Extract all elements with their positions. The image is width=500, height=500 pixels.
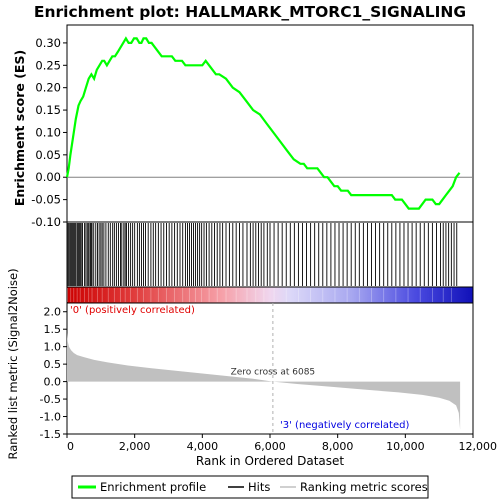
legend: Enrichment profile Hits Ranking metric s… [71,475,429,499]
es-y-tick-label: 0.05 [35,148,61,162]
positive-correlation-label: '0' (positively correlated) [70,305,195,316]
x-tick-label: 0 [67,440,74,453]
metric-y-tick-label: -1.5 [40,428,61,441]
x-tick-label: 4,000 [187,440,219,453]
hit-markers [66,223,458,286]
metric-y-tick-label: 2.0 [44,306,62,319]
rank-color-bar [66,286,474,304]
x-axis: 0 2,000 4,000 6,000 8,000 10,000 12,000 [66,434,498,453]
legend-label-metric: Ranking metric scores [300,480,428,494]
rank-gradient-stripes [67,288,452,302]
x-tick-label: 6,000 [254,440,286,453]
legend-box [71,475,429,499]
metric-y-tick-label: 1.0 [44,341,62,354]
x-tick-label: 10,000 [386,440,425,453]
es-y-axis-label: Enrichment score (ES) [12,50,27,206]
hits-panel [66,221,474,288]
es-y-tick-label: 0.20 [35,81,61,95]
es-y-tick-label: 0.10 [35,125,61,139]
metric-y-axis: 2.0 1.5 1.0 0.5 0.0 -0.5 -1.0 -1.5 [40,306,67,441]
es-y-tick-label: 0.30 [35,36,61,50]
legend-label-hits: Hits [248,480,270,494]
es-y-tick-label: 0.25 [35,58,61,72]
x-tick-label: 8,000 [322,440,354,453]
metric-y-tick-label: 0.5 [44,358,62,371]
es-plot-area [66,24,474,223]
x-tick-label: 12,000 [459,440,498,453]
zero-cross-label: Zero cross at 6085 [231,368,316,378]
x-axis-label: Rank in Ordered Dataset [196,454,344,468]
ranking-metric-area [67,332,461,430]
negative-correlation-label: '3' (negatively correlated) [280,420,409,431]
es-y-axis: 0.30 0.25 0.20 0.15 0.10 0.05 0.00 -0.05 -0.10 [31,36,67,229]
chart-title: Enrichment plot: HALLMARK_MTORC1_SIGNALI… [34,3,466,21]
metric-panel: 2.0 1.5 1.0 0.5 0.0 -0.5 -1.0 -1.5 0 2,000 4,000 6… [6,268,497,468]
metric-y-axis-label: Ranked list metric (Signal2Noise) [6,268,20,459]
metric-y-tick-label: -1.0 [40,411,61,424]
metric-y-tick-label: -0.5 [40,393,61,406]
rank-gradient [66,286,474,304]
es-y-tick-label: -0.05 [31,193,61,207]
es-y-tick-label: -0.10 [31,215,61,229]
es-panel: 0.30 0.25 0.20 0.15 0.10 0.05 0.00 -0.05 -0.10 E… [12,24,474,229]
es-y-tick-label: 0.00 [35,170,61,184]
legend-label-enrichment: Enrichment profile [100,480,206,494]
metric-y-tick-label: 1.5 [44,323,62,336]
metric-y-tick-label: 0.0 [44,376,62,389]
x-tick-label: 2,000 [119,440,151,453]
es-y-tick-label: 0.15 [35,103,61,117]
enrichment-profile-line [65,36,461,210]
